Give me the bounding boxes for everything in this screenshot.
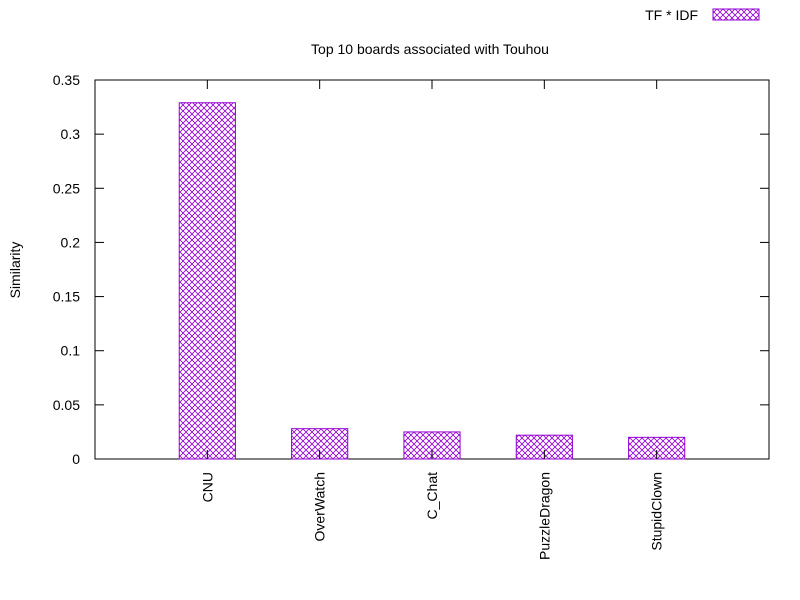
y-tick-label: 0.05 xyxy=(53,397,80,413)
y-tick-label: 0.25 xyxy=(53,180,80,196)
y-tick-label: 0.2 xyxy=(61,234,81,250)
x-tick-label: C_Chat xyxy=(424,472,440,520)
y-axis-ticks: 0 0.05 0.1 0.15 0.2 0.25 0.3 0.35 xyxy=(53,72,769,467)
bars xyxy=(178,102,686,460)
x-axis-ticks: CNU OverWatch C_Chat PuzzleDragon StupidClow… xyxy=(199,80,665,560)
legend: TF * IDF xyxy=(645,7,760,23)
bar-cnu xyxy=(178,102,236,460)
x-tick-label: StupidClown xyxy=(649,472,665,551)
x-tick-label: CNU xyxy=(199,472,215,502)
y-tick-label: 0 xyxy=(72,451,80,467)
y-tick-label: 0.35 xyxy=(53,72,80,88)
y-tick-label: 0.15 xyxy=(53,289,80,305)
x-tick-label: PuzzleDragon xyxy=(536,472,552,560)
chart-title: Top 10 boards associated with Touhou xyxy=(311,41,549,57)
legend-swatch xyxy=(712,8,760,21)
x-tick-label: OverWatch xyxy=(312,472,328,542)
legend-label: TF * IDF xyxy=(645,7,698,23)
y-tick-label: 0.3 xyxy=(61,126,81,142)
y-axis-label: Similarity xyxy=(7,242,23,299)
y-tick-label: 0.1 xyxy=(61,343,81,359)
